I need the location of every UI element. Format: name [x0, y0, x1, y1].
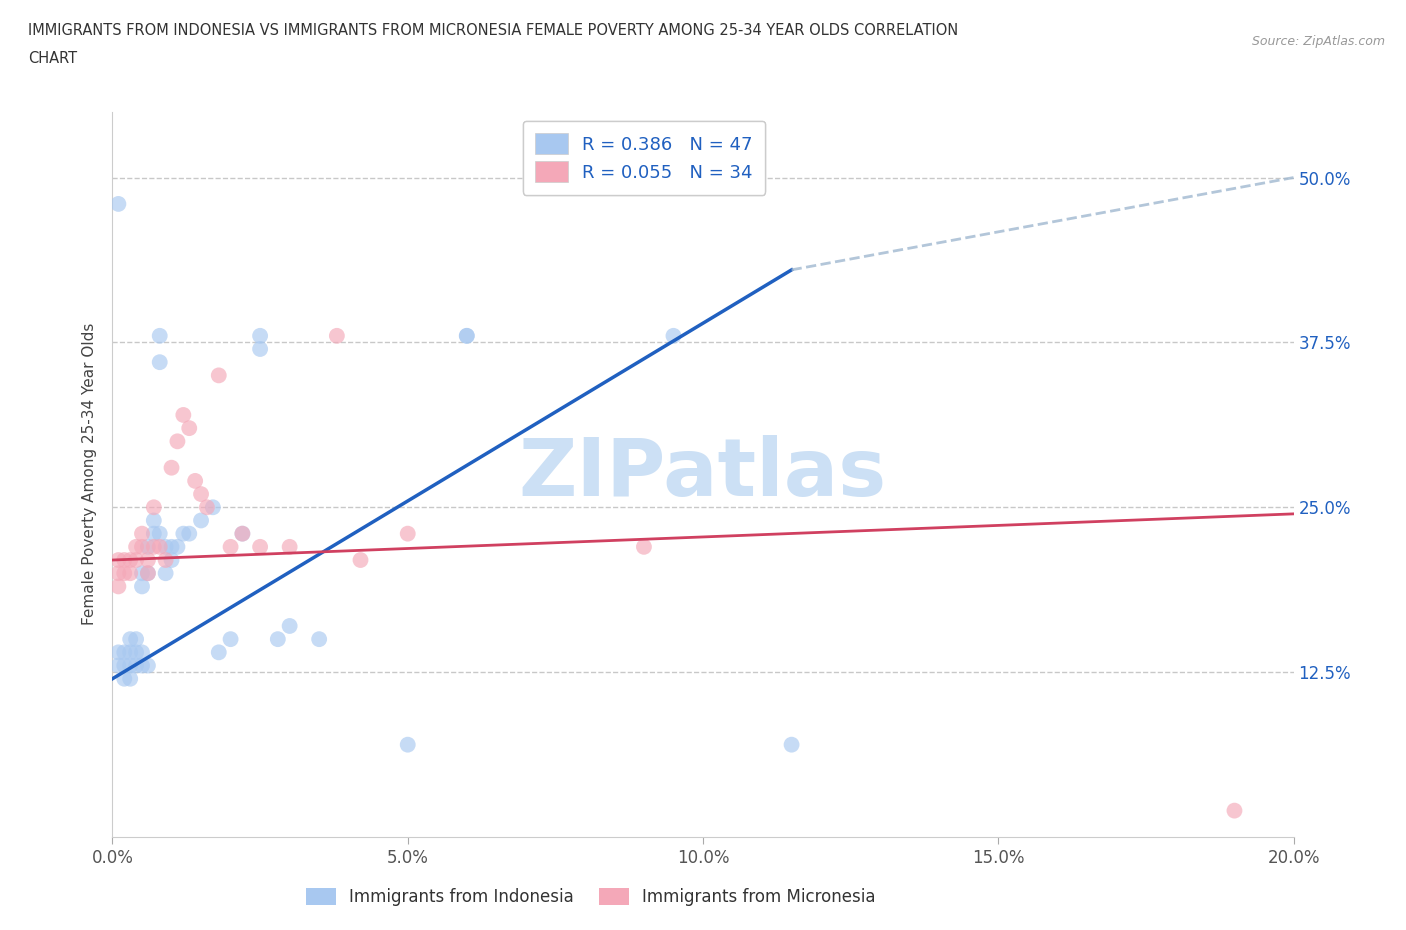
Point: [107, 196, 129, 211]
Point: [160, 460, 183, 475]
Point: [267, 631, 290, 646]
Point: [120, 644, 142, 659]
Point: [172, 526, 194, 541]
Point: [131, 644, 153, 659]
Point: [184, 473, 207, 488]
Point: [208, 644, 231, 659]
Point: [120, 631, 142, 646]
Point: [278, 539, 301, 554]
Point: [142, 499, 165, 514]
Point: [142, 539, 165, 554]
Point: [120, 565, 142, 580]
Point: [155, 552, 177, 567]
Text: CHART: CHART: [28, 51, 77, 66]
Point: [142, 526, 165, 541]
Point: [155, 565, 177, 580]
Point: [160, 539, 183, 554]
Point: [120, 552, 142, 567]
Point: [662, 328, 685, 343]
Point: [231, 526, 253, 541]
Point: [308, 631, 330, 646]
Point: [326, 328, 349, 343]
Point: [125, 631, 148, 646]
Point: [112, 644, 135, 659]
Point: [155, 539, 177, 554]
Point: [190, 513, 212, 528]
Point: [142, 513, 165, 528]
Point: [179, 526, 201, 541]
Point: [149, 539, 172, 554]
Legend: Immigrants from Indonesia, Immigrants from Micronesia: Immigrants from Indonesia, Immigrants fr…: [299, 881, 882, 912]
Point: [131, 579, 153, 594]
Point: [456, 328, 478, 343]
Point: [160, 552, 183, 567]
Point: [219, 631, 242, 646]
Point: [166, 434, 188, 449]
Point: [780, 737, 803, 752]
Point: [456, 328, 478, 343]
Point: [149, 354, 172, 369]
Point: [125, 539, 148, 554]
Point: [131, 526, 153, 541]
Text: IMMIGRANTS FROM INDONESIA VS IMMIGRANTS FROM MICRONESIA FEMALE POVERTY AMONG 25-: IMMIGRANTS FROM INDONESIA VS IMMIGRANTS …: [28, 23, 959, 38]
Point: [396, 737, 419, 752]
Text: Source: ZipAtlas.com: Source: ZipAtlas.com: [1251, 35, 1385, 48]
Point: [249, 341, 271, 356]
Y-axis label: Female Poverty Among 25-34 Year Olds: Female Poverty Among 25-34 Year Olds: [82, 323, 97, 626]
Point: [131, 565, 153, 580]
Point: [120, 671, 142, 686]
Point: [136, 539, 159, 554]
Point: [125, 658, 148, 673]
Point: [149, 526, 172, 541]
Point: [112, 658, 135, 673]
Point: [131, 539, 153, 554]
Point: [125, 644, 148, 659]
Text: ZIPatlas: ZIPatlas: [519, 435, 887, 513]
Point: [136, 565, 159, 580]
Point: [107, 565, 129, 580]
Point: [278, 618, 301, 633]
Point: [249, 328, 271, 343]
Point: [112, 565, 135, 580]
Point: [201, 499, 224, 514]
Point: [249, 539, 271, 554]
Point: [107, 644, 129, 659]
Point: [149, 328, 172, 343]
Point: [112, 671, 135, 686]
Point: [219, 539, 242, 554]
Point: [136, 552, 159, 567]
Point: [120, 658, 142, 673]
Legend: R = 0.386   N = 47, R = 0.055   N = 34: R = 0.386 N = 47, R = 0.055 N = 34: [523, 121, 765, 195]
Point: [231, 526, 253, 541]
Point: [195, 499, 218, 514]
Point: [349, 552, 371, 567]
Point: [633, 539, 655, 554]
Point: [107, 552, 129, 567]
Point: [166, 539, 188, 554]
Point: [190, 486, 212, 501]
Point: [136, 658, 159, 673]
Point: [396, 526, 419, 541]
Point: [107, 579, 129, 594]
Point: [179, 420, 201, 435]
Point: [136, 565, 159, 580]
Point: [1223, 804, 1246, 818]
Point: [131, 658, 153, 673]
Point: [112, 552, 135, 567]
Point: [208, 368, 231, 383]
Point: [172, 407, 194, 422]
Point: [125, 552, 148, 567]
Point: [107, 658, 129, 673]
